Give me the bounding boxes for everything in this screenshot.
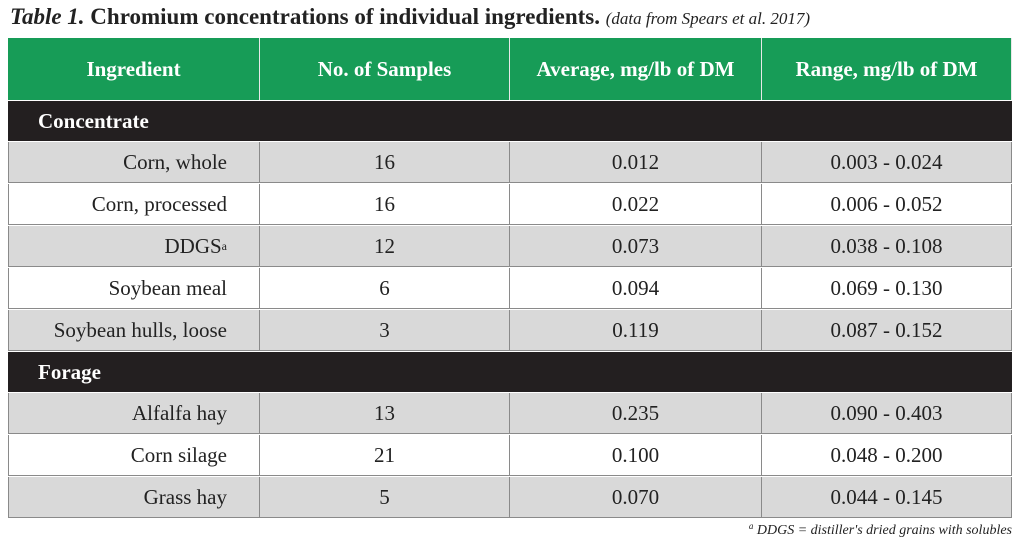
table-row: Corn, processed 16 0.022 0.006 - 0.052 — [8, 183, 1012, 225]
table-cell: 16 — [260, 142, 510, 183]
cell-text: 0.070 — [611, 484, 660, 509]
footnote-marker: a — [748, 521, 754, 531]
column-header: Range, mg/lb of DM — [762, 38, 1012, 100]
cell-text: 12 — [374, 233, 395, 258]
cell-text: Soybean hulls, loose — [53, 317, 227, 342]
title-label: Table 1. — [10, 4, 85, 29]
table-cell: 0.119 — [510, 310, 762, 351]
cell-text: 21 — [374, 442, 395, 467]
cell-text: Corn, processed — [91, 191, 227, 216]
table-cell: DDGS a — [8, 226, 260, 267]
table-cell: 0.073 — [510, 226, 762, 267]
footnote-text: DDGS = distiller's dried grains with sol… — [756, 523, 1012, 538]
header-row: Ingredient No. of Samples Average, mg/lb o… — [8, 38, 1012, 100]
table-cell: 3 — [260, 310, 510, 351]
cell-text: 6 — [379, 275, 390, 300]
cell-text: 0.022 — [611, 191, 660, 216]
table-cell: 0.048 - 0.200 — [762, 435, 1012, 476]
cell-text: 0.119 — [612, 317, 659, 342]
table-cell: 0.087 - 0.152 — [762, 310, 1012, 351]
table-cell: 0.038 - 0.108 — [762, 226, 1012, 267]
cell-note: a — [221, 238, 227, 253]
table-cell: 0.003 - 0.024 — [762, 142, 1012, 183]
table-cell: Grass hay — [8, 477, 260, 518]
cell-text: 16 — [374, 149, 395, 174]
table-cell: Corn, whole — [8, 142, 260, 183]
table-row: Corn, whole 16 0.012 0.003 - 0.024 — [8, 141, 1012, 183]
table-cell: Soybean hulls, loose — [8, 310, 260, 351]
cell-text: 0.012 — [611, 149, 660, 174]
cell-text: Corn, whole — [123, 149, 227, 174]
cell-text: 0.038 - 0.108 — [830, 233, 943, 258]
section-header: Forage — [8, 351, 1012, 392]
table-row: Grass hay 5 0.070 0.044 - 0.145 — [8, 476, 1012, 518]
table-cell: Soybean meal — [8, 268, 260, 309]
cell-text: Corn silage — [130, 442, 227, 467]
cell-text: 0.087 - 0.152 — [830, 317, 943, 342]
cell-text: Alfalfa hay — [131, 400, 227, 425]
table-row: Corn silage 21 0.100 0.048 - 0.200 — [8, 434, 1012, 476]
table-cell: 16 — [260, 184, 510, 225]
cell-text: 0.048 - 0.200 — [830, 442, 943, 467]
cell-text: 16 — [374, 191, 395, 216]
table-row: Soybean hulls, loose 3 0.119 0.087 - 0.152 — [8, 309, 1012, 351]
table-row: DDGS a 12 0.073 0.038 - 0.108 — [8, 225, 1012, 267]
table-row: Soybean meal 6 0.094 0.069 - 0.130 — [8, 267, 1012, 309]
table-cell: 0.100 — [510, 435, 762, 476]
section-header: Concentrate — [8, 100, 1012, 141]
table-cell: 21 — [260, 435, 510, 476]
table-cell: Corn, processed — [8, 184, 260, 225]
cell-text: 0.100 — [611, 442, 660, 467]
table-cell: 0.070 — [510, 477, 762, 518]
title-text: Chromium concentrations of individual in… — [90, 4, 600, 29]
table-cell: 0.044 - 0.145 — [762, 477, 1012, 518]
column-header: Average, mg/lb of DM — [510, 38, 762, 100]
table-cell: 0.235 — [510, 393, 762, 434]
table: Ingredient No. of Samples Average, mg/lb o… — [8, 38, 1012, 518]
cell-text: DDGS — [164, 233, 222, 258]
table-cell: 0.094 — [510, 268, 762, 309]
cell-text: 0.235 — [611, 400, 660, 425]
column-header: No. of Samples — [260, 38, 510, 100]
table-cell: 6 — [260, 268, 510, 309]
cell-text: 0.006 - 0.052 — [830, 191, 943, 216]
table-cell: 0.006 - 0.052 — [762, 184, 1012, 225]
table-cell: 0.090 - 0.403 — [762, 393, 1012, 434]
cell-text: 0.073 — [611, 233, 660, 258]
cell-text: 3 — [379, 317, 390, 342]
cell-text: 0.090 - 0.403 — [830, 400, 943, 425]
title-source: (data from Spears et al. 2017) — [605, 9, 811, 28]
table-title: Table 1. Chromium concentrations of indi… — [10, 4, 810, 30]
table-cell: 0.069 - 0.130 — [762, 268, 1012, 309]
cell-text: 5 — [379, 484, 390, 509]
table-cell: 5 — [260, 477, 510, 518]
cell-text: 0.069 - 0.130 — [830, 275, 943, 300]
cell-text: 0.094 — [611, 275, 660, 300]
table-row: Alfalfa hay 13 0.235 0.090 - 0.403 — [8, 392, 1012, 434]
cell-text: 0.003 - 0.024 — [830, 149, 943, 174]
table-cell: 0.022 — [510, 184, 762, 225]
column-header: Ingredient — [8, 38, 260, 100]
table-cell: Alfalfa hay — [8, 393, 260, 434]
cell-text: Soybean meal — [108, 275, 227, 300]
footnote: a DDGS = distiller's dried grains with s… — [749, 521, 1012, 539]
table-cell: 0.012 — [510, 142, 762, 183]
cell-text: 13 — [374, 400, 395, 425]
table-cell: 12 — [260, 226, 510, 267]
cell-text: Grass hay — [143, 484, 227, 509]
table-cell: 13 — [260, 393, 510, 434]
table-cell: Corn silage — [8, 435, 260, 476]
cell-text: 0.044 - 0.145 — [830, 484, 943, 509]
